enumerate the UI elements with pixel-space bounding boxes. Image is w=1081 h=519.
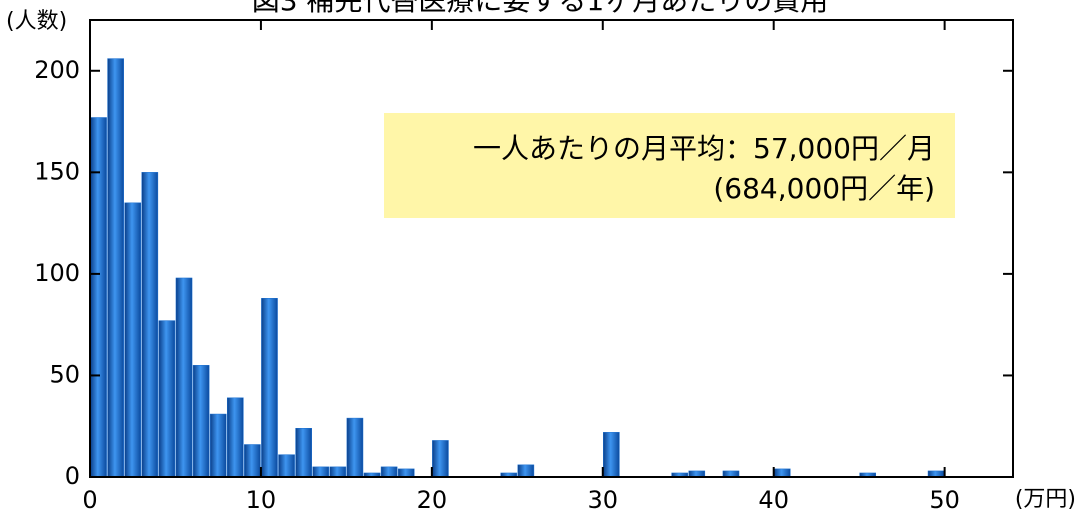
annotation: 一人あたりの月平均：57,000円／月	[473, 132, 935, 165]
annotation: (684,000円／年)	[713, 172, 935, 205]
bar	[603, 432, 620, 478]
bar	[192, 365, 210, 478]
bar	[158, 320, 176, 478]
bar	[346, 417, 364, 478]
bar	[261, 298, 278, 478]
x-tick-label: 0	[82, 486, 97, 514]
x-tick-label: 30	[588, 486, 619, 514]
bar	[312, 466, 330, 478]
bar	[432, 440, 449, 478]
bar	[329, 466, 347, 478]
y-tick-label: 150	[34, 157, 80, 185]
y-tick-label: 50	[49, 360, 80, 388]
bar	[107, 58, 124, 478]
bar	[124, 202, 142, 478]
plot-frame	[89, 19, 1014, 478]
x-axis-label: (万円)	[1015, 487, 1076, 512]
x-tick-label: 50	[929, 486, 960, 514]
bar	[773, 468, 791, 478]
bar	[244, 444, 261, 478]
bar	[209, 413, 227, 478]
bar	[397, 468, 415, 478]
y-axis-label: (人数)	[6, 9, 67, 34]
bar	[278, 454, 295, 478]
bar	[141, 172, 159, 478]
x-tick-label: 10	[246, 486, 277, 514]
y-tick-label: 100	[34, 259, 80, 287]
x-tick-label: 40	[758, 486, 789, 514]
bar	[226, 397, 244, 478]
y-tick-label: 0	[65, 462, 80, 490]
annotation-box	[384, 113, 955, 218]
bar	[175, 277, 193, 478]
bar	[380, 466, 398, 478]
x-tick-label: 20	[417, 486, 448, 514]
bar	[295, 428, 312, 478]
chart-title: 図3 補完代替医療に要する1ヶ月あたりの費用	[252, 0, 829, 17]
bar	[517, 464, 535, 478]
y-tick-label: 200	[34, 56, 80, 84]
